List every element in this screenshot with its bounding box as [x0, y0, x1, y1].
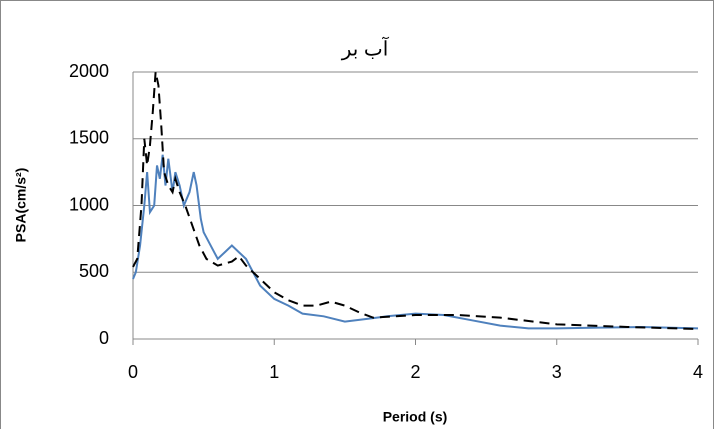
x-tick-label: 3 [552, 362, 562, 382]
y-tick-label: 2000 [69, 61, 109, 81]
y-axis-label: PSA(cm/s²) [13, 168, 29, 243]
y-tick-label: 0 [99, 328, 109, 348]
y-tick-label: 500 [79, 261, 109, 281]
series-line [132, 71, 699, 330]
x-tick-label: 2 [410, 362, 420, 382]
x-tick-label: 0 [128, 362, 138, 382]
x-axis-label: Period (s) [383, 409, 448, 425]
y-tick-label: 1000 [69, 194, 109, 214]
chart-title: آب بر [341, 36, 390, 60]
x-tick-label: 4 [693, 362, 703, 382]
x-tick-label: 1 [269, 362, 279, 382]
y-tick-label: 1500 [69, 128, 109, 148]
